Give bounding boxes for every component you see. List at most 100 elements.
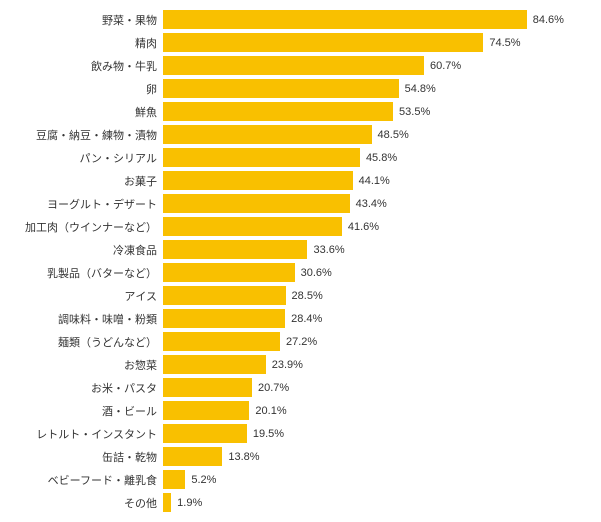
bar-area: 60.7% <box>163 54 593 77</box>
bar <box>163 56 424 75</box>
value-label: 48.5% <box>378 129 409 141</box>
category-label: 加工肉（ウインナーなど） <box>8 219 163 235</box>
category-label: ベビーフード・離乳食 <box>8 472 163 488</box>
chart-row: 缶詰・乾物 13.8% <box>8 445 593 468</box>
value-label: 33.6% <box>313 244 344 256</box>
value-label: 28.5% <box>292 290 323 302</box>
value-label: 54.8% <box>405 83 436 95</box>
category-label: お惣菜 <box>8 357 163 373</box>
bar-area: 28.4% <box>163 307 593 330</box>
bar-area: 13.8% <box>163 445 593 468</box>
bar <box>163 447 222 466</box>
bar-area: 48.5% <box>163 123 593 146</box>
category-label: その他 <box>8 495 163 511</box>
value-label: 53.5% <box>399 106 430 118</box>
category-label: アイス <box>8 288 163 304</box>
value-label: 84.6% <box>533 14 564 26</box>
bar <box>163 355 266 374</box>
chart-row: ヨーグルト・デザート 43.4% <box>8 192 593 215</box>
bar-area: 23.9% <box>163 353 593 376</box>
bar-area: 84.6% <box>163 8 593 31</box>
chart-row: 酒・ビール 20.1% <box>8 399 593 422</box>
bar <box>163 79 399 98</box>
chart-row: 飲み物・牛乳 60.7% <box>8 54 593 77</box>
category-label: 冷凍食品 <box>8 242 163 258</box>
category-label: 酒・ビール <box>8 403 163 419</box>
chart-row: 鮮魚 53.5% <box>8 100 593 123</box>
category-label: 卵 <box>8 81 163 97</box>
bar-area: 33.6% <box>163 238 593 261</box>
bar <box>163 125 372 144</box>
chart-row: 麺類（うどんなど） 27.2% <box>8 330 593 353</box>
bar <box>163 102 393 121</box>
category-label: 乳製品（バターなど） <box>8 265 163 281</box>
bar <box>163 470 185 489</box>
bar-area: 43.4% <box>163 192 593 215</box>
category-label: レトルト・インスタント <box>8 426 163 442</box>
bar <box>163 240 307 259</box>
chart-row: 乳製品（バターなど） 30.6% <box>8 261 593 284</box>
bar-area: 28.5% <box>163 284 593 307</box>
value-label: 44.1% <box>359 175 390 187</box>
chart-row: 豆腐・納豆・練物・漬物 48.5% <box>8 123 593 146</box>
value-label: 43.4% <box>356 198 387 210</box>
value-label: 27.2% <box>286 336 317 348</box>
value-label: 45.8% <box>366 152 397 164</box>
category-label: 缶詰・乾物 <box>8 449 163 465</box>
category-label: 鮮魚 <box>8 104 163 120</box>
bar-area: 19.5% <box>163 422 593 445</box>
chart-row: レトルト・インスタント 19.5% <box>8 422 593 445</box>
category-label: 精肉 <box>8 35 163 51</box>
bar-area: 53.5% <box>163 100 593 123</box>
chart-row: パン・シリアル 45.8% <box>8 146 593 169</box>
value-label: 20.1% <box>255 405 286 417</box>
value-label: 19.5% <box>253 428 284 440</box>
chart-row: 調味料・味噌・粉類 28.4% <box>8 307 593 330</box>
bar-area: 20.1% <box>163 399 593 422</box>
category-label: 調味料・味噌・粉類 <box>8 311 163 327</box>
bar <box>163 286 286 305</box>
bar <box>163 171 353 190</box>
value-label: 60.7% <box>430 60 461 72</box>
chart-row: アイス 28.5% <box>8 284 593 307</box>
value-label: 74.5% <box>489 37 520 49</box>
bar-area: 5.2% <box>163 468 593 491</box>
chart-row: お惣菜 23.9% <box>8 353 593 376</box>
value-label: 13.8% <box>228 451 259 463</box>
bar-area: 44.1% <box>163 169 593 192</box>
category-label: ヨーグルト・デザート <box>8 196 163 212</box>
bar-area: 74.5% <box>163 31 593 54</box>
value-label: 1.9% <box>177 497 202 509</box>
chart-row: 冷凍食品 33.6% <box>8 238 593 261</box>
bar-area: 1.9% <box>163 491 593 514</box>
chart-row: 野菜・果物 84.6% <box>8 8 593 31</box>
chart-row: 精肉 74.5% <box>8 31 593 54</box>
category-label: 飲み物・牛乳 <box>8 58 163 74</box>
category-label: お菓子 <box>8 173 163 189</box>
bar-area: 30.6% <box>163 261 593 284</box>
category-label: パン・シリアル <box>8 150 163 166</box>
bar <box>163 493 171 512</box>
bar-area: 45.8% <box>163 146 593 169</box>
category-label: 麺類（うどんなど） <box>8 334 163 350</box>
bar <box>163 309 285 328</box>
bar-area: 41.6% <box>163 215 593 238</box>
value-label: 20.7% <box>258 382 289 394</box>
value-label: 30.6% <box>301 267 332 279</box>
bar <box>163 263 295 282</box>
category-label: お米・パスタ <box>8 380 163 396</box>
category-label: 豆腐・納豆・練物・漬物 <box>8 127 163 143</box>
value-label: 41.6% <box>348 221 379 233</box>
category-label: 野菜・果物 <box>8 12 163 28</box>
bar <box>163 424 247 443</box>
bar <box>163 378 252 397</box>
value-label: 28.4% <box>291 313 322 325</box>
bar <box>163 332 280 351</box>
bar-area: 20.7% <box>163 376 593 399</box>
bar <box>163 217 342 236</box>
value-label: 23.9% <box>272 359 303 371</box>
bar <box>163 401 249 420</box>
chart-row: お米・パスタ 20.7% <box>8 376 593 399</box>
bar-area: 54.8% <box>163 77 593 100</box>
value-label: 5.2% <box>191 474 216 486</box>
